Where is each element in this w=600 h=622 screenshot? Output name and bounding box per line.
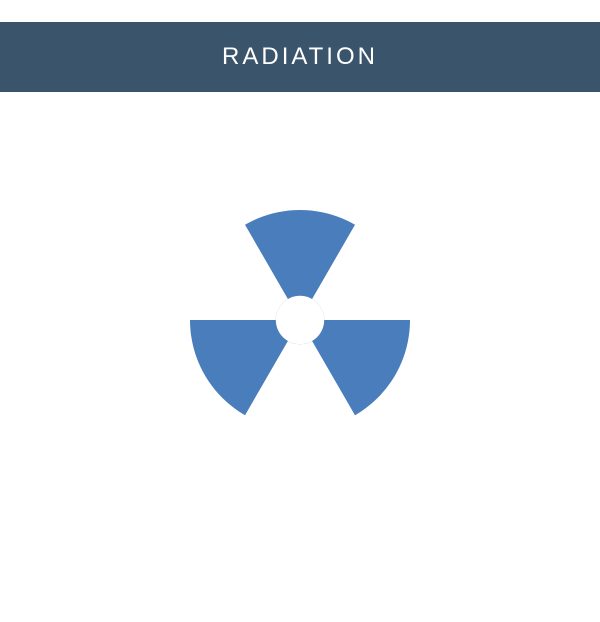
page-title: RADIATION	[222, 43, 378, 71]
header-bar: RADIATION	[0, 22, 600, 92]
radiation-icon	[190, 210, 410, 435]
icon-area	[0, 22, 600, 622]
